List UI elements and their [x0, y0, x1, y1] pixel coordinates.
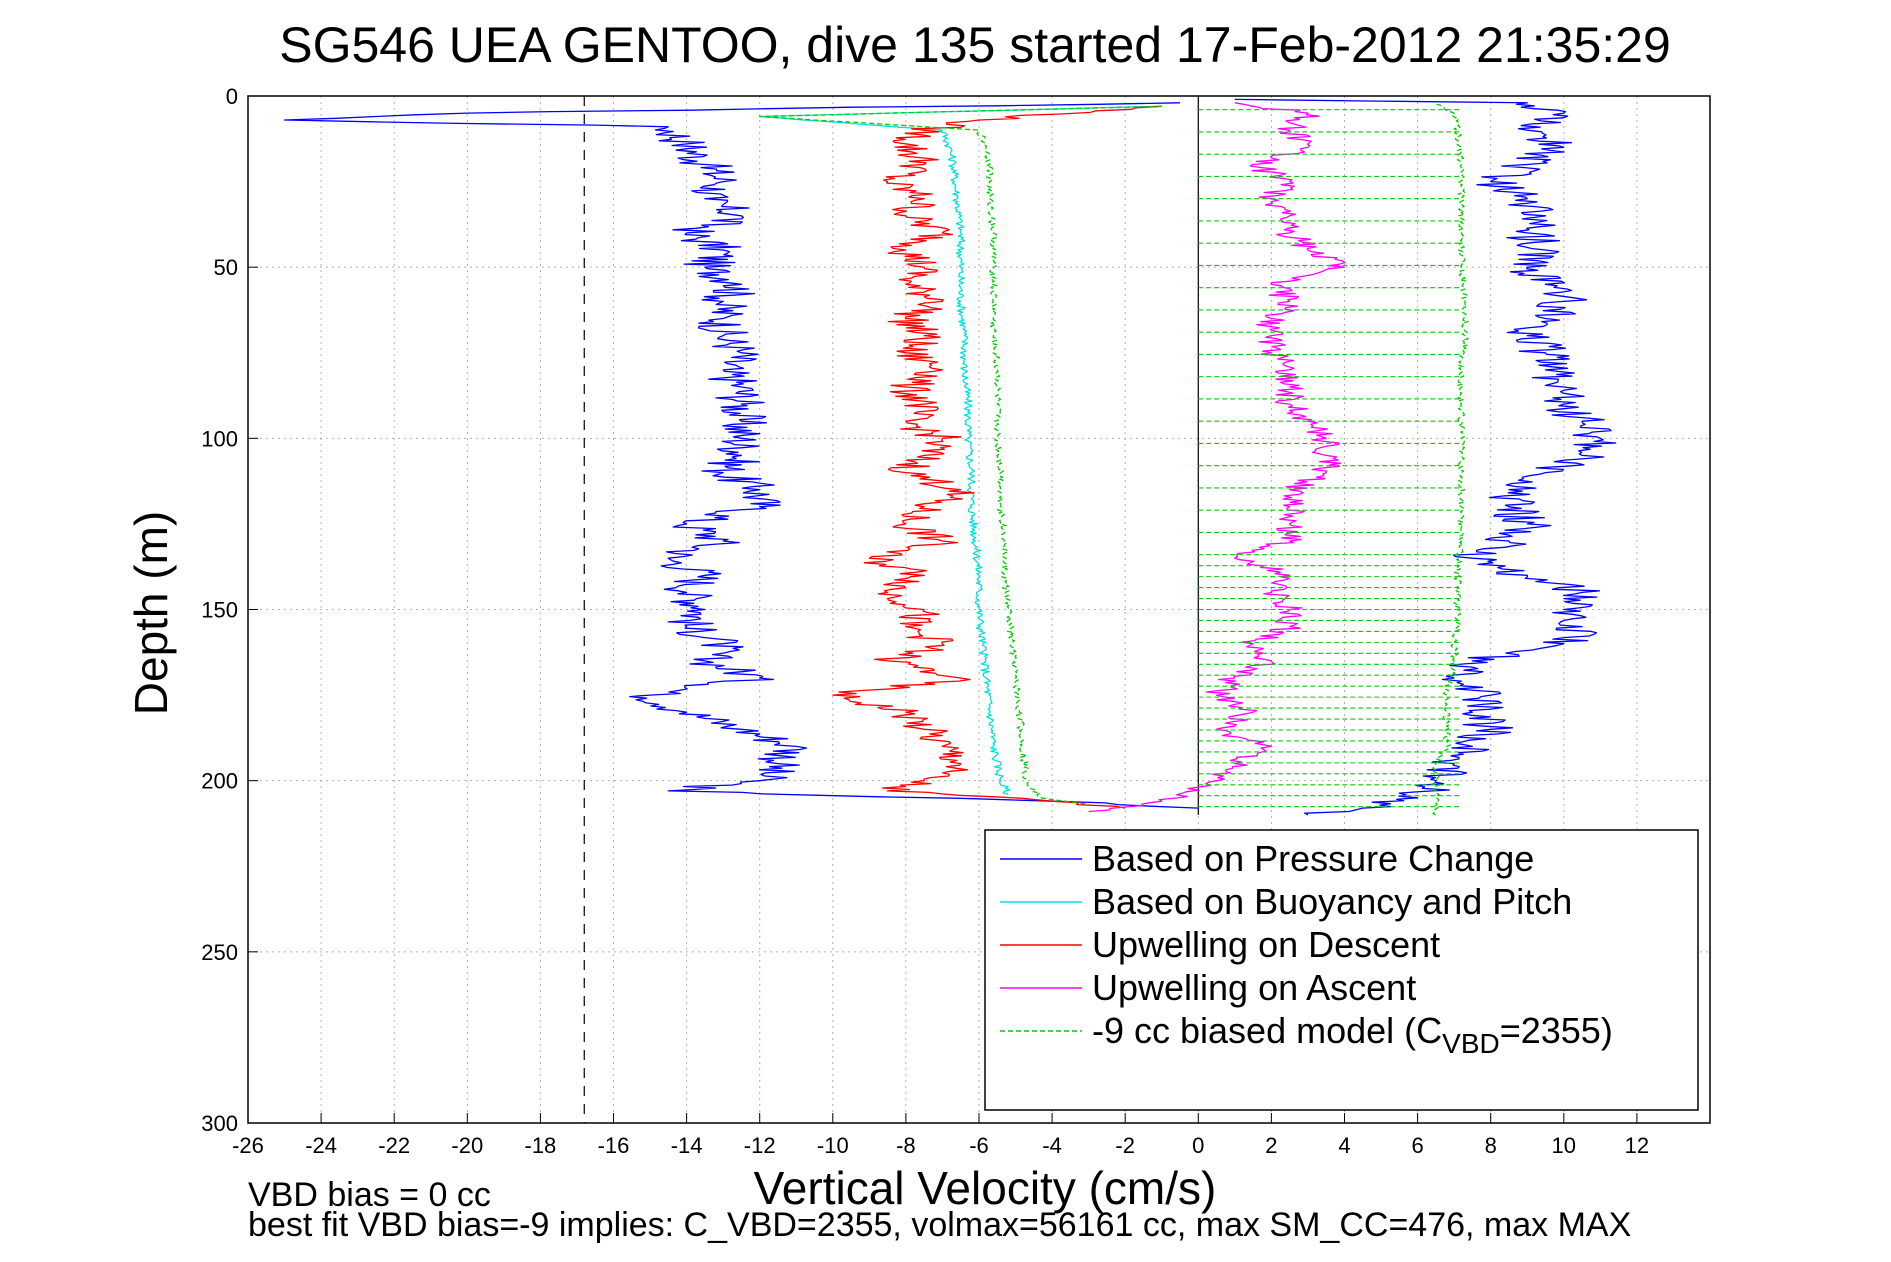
best-fit-note: best fit VBD bias=-9 implies: C_VBD=2355… — [248, 1206, 1632, 1244]
x-tick-label: -8 — [896, 1133, 916, 1158]
x-tick-label: -12 — [744, 1133, 776, 1158]
plot-frame — [247, 95, 1711, 1124]
legend-label: Upwelling on Ascent — [1092, 967, 1416, 1008]
chart-title: SG546 UEA GENTOO, dive 135 started 17-Fe… — [279, 17, 1671, 73]
x-tick-label: -16 — [598, 1133, 630, 1158]
y-tick-label: 50 — [214, 255, 238, 280]
legend-label: Based on Buoyancy and Pitch — [1092, 881, 1572, 922]
series-line-1-ascent — [1234, 98, 1617, 816]
x-tick-label: -26 — [232, 1133, 264, 1158]
legend-box — [984, 829, 1699, 1111]
x-tick-label: -24 — [305, 1133, 337, 1158]
reference-lines — [583, 96, 1199, 1123]
y-tick-labels: 0 50 100 150 200 250 300 — [201, 84, 238, 1136]
x-tick-label: 4 — [1338, 1133, 1350, 1158]
series-lines — [283, 98, 1617, 816]
series-line-2-descent — [759, 105, 1162, 796]
x-tick-label: -10 — [817, 1133, 849, 1158]
legend-label: Based on Pressure Change — [1092, 838, 1534, 879]
series-line-1-descent — [283, 102, 1199, 809]
x-tick-label: -20 — [451, 1133, 483, 1158]
vbd-bias-note: VBD bias = 0 cc — [248, 1176, 491, 1214]
x-tick-label: 10 — [1552, 1133, 1576, 1158]
y-tick-label: 150 — [201, 598, 238, 623]
x-tick-label: -14 — [671, 1133, 703, 1158]
x-tick-label: 0 — [1192, 1133, 1204, 1158]
legend-label: Upwelling on Descent — [1092, 924, 1440, 965]
y-tick-label: 0 — [226, 84, 238, 109]
y-tick-label: 300 — [201, 1111, 238, 1136]
y-tick-label: 250 — [201, 940, 238, 965]
x-tick-label: 12 — [1625, 1133, 1649, 1158]
series-line-5-descent — [759, 105, 1162, 806]
y-axis-label: Depth (m) — [125, 511, 177, 715]
x-tick-label: -18 — [525, 1133, 557, 1158]
x-tick-label: -2 — [1115, 1133, 1135, 1158]
legend-label: -9 cc biased model (CVBD=2355) — [1092, 1010, 1613, 1059]
x-tick-label: 6 — [1411, 1133, 1423, 1158]
x-tick-label: -6 — [969, 1133, 989, 1158]
y-tick-label: 100 — [201, 426, 238, 451]
x-axis-label: Vertical Velocity (cm/s) — [754, 1162, 1217, 1214]
x-tick-labels: -26 -24 -22 -20 -18 -16 -14 -12 -10 -8 -6 -4 -2 0 2 4 6 8… — [232, 1133, 1649, 1158]
x-tick-label: -4 — [1042, 1133, 1062, 1158]
y-tick-label: 200 — [201, 769, 238, 794]
series-line-5-ascent — [1432, 102, 1469, 816]
x-tick-label: -22 — [378, 1133, 410, 1158]
x-tick-label: 2 — [1265, 1133, 1277, 1158]
series-line-3-descent — [832, 105, 1162, 809]
x-tick-label: 8 — [1485, 1133, 1497, 1158]
